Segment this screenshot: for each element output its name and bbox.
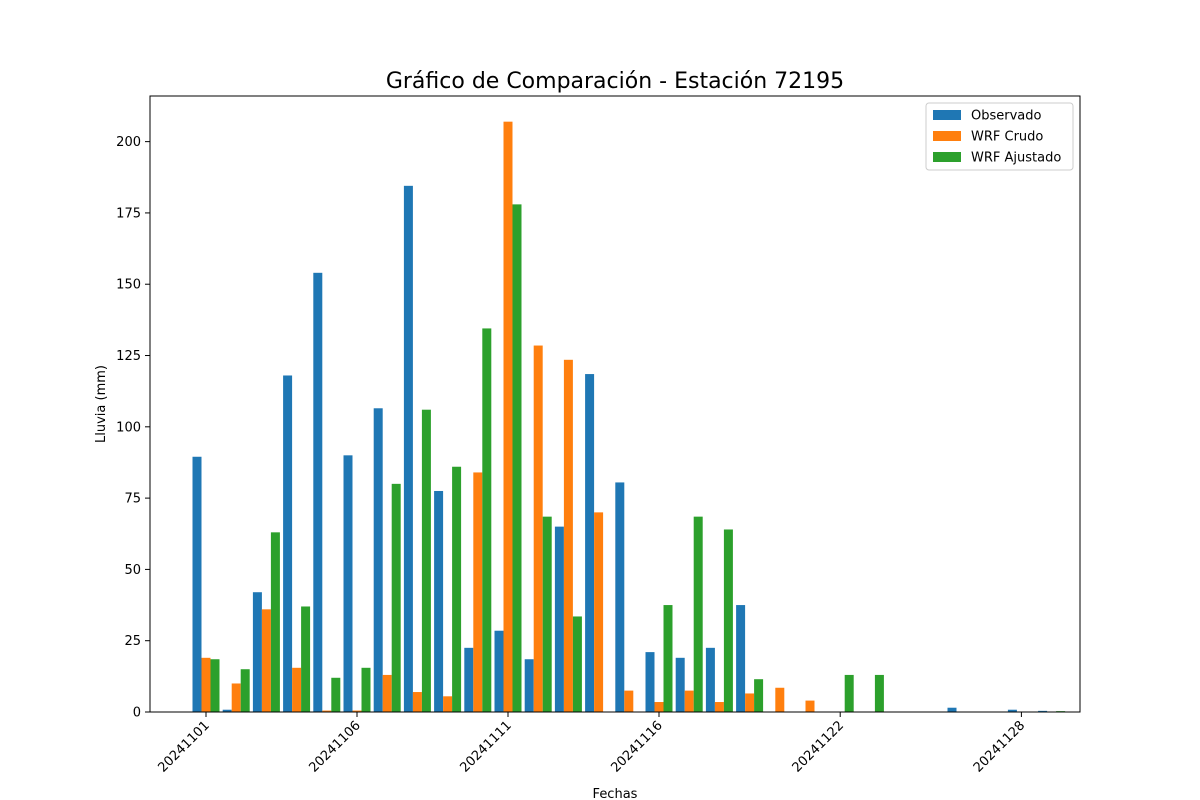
bar-wrf-crudo-20241104	[292, 667, 302, 712]
bar-wrf-crudo-20241110	[473, 472, 483, 712]
bar-wrf-ajustado-20241117	[693, 516, 703, 712]
plot-frame	[149, 95, 1081, 713]
y-tick-label: 100	[116, 420, 141, 435]
bar-wrf-ajustado-20241122	[844, 674, 854, 712]
bar-wrf-crudo-20241114	[594, 512, 604, 712]
bar-observado-20241102	[222, 709, 232, 712]
bar-wrf-ajustado-20241101	[210, 659, 220, 712]
bar-wrf-crudo-20241106	[352, 710, 362, 712]
bar-wrf-ajustado-20241110	[482, 328, 492, 712]
bar-wrf-crudo-20241113	[563, 359, 573, 712]
bar-wrf-ajustado-20241112	[542, 516, 552, 712]
bar-wrf-ajustado-20241107	[391, 483, 401, 712]
y-axis: 0 25 50 75 100 125 150 175 200	[116, 135, 150, 721]
bar-observado-20241126	[947, 707, 957, 712]
bar-wrf-crudo-20241103	[261, 609, 271, 712]
bar-observado-20241109	[434, 490, 444, 712]
bar-wrf-ajustado-20241103	[270, 532, 280, 712]
bar-wrf-crudo-20241112	[533, 345, 543, 712]
legend-label: WRF Crudo	[971, 130, 1043, 145]
bar-observado-20241106	[343, 455, 353, 712]
bar-wrf-crudo-20241105	[322, 710, 332, 712]
chart-title: Gráfico de Comparación - Estación 72195	[386, 69, 844, 94]
bar-wrf-ajustado-20241105	[331, 677, 341, 712]
y-tick-label: 125	[116, 349, 141, 364]
bar-wrf-ajustado-20241106	[361, 667, 371, 712]
x-tick-label: 20241128	[971, 718, 1028, 775]
bar-observado-20241108	[403, 185, 413, 712]
legend-swatch	[933, 131, 961, 141]
legend-swatch	[933, 152, 961, 162]
x-tick-label: 20241116	[608, 718, 665, 775]
bar-wrf-ajustado-20241108	[421, 409, 431, 712]
bar-observado-20241113	[554, 526, 564, 712]
bar-wrf-ajustado-20241104	[301, 606, 311, 712]
bar-observado-20241115	[615, 482, 625, 712]
bar-observado-20241129	[1038, 710, 1048, 712]
legend-label: WRF Ajustado	[971, 151, 1061, 166]
bar-wrf-ajustado-20241123	[874, 674, 884, 712]
y-tick-label: 200	[116, 135, 141, 150]
bar-wrf-ajustado-20241109	[452, 466, 462, 712]
bar-observado-20241114	[585, 374, 595, 712]
bar-observado-20241118	[705, 647, 715, 712]
bar-observado-20241107	[373, 408, 383, 712]
y-tick-label: 50	[124, 563, 141, 578]
y-tick-label: 0	[133, 706, 141, 721]
bar-observado-20241116	[645, 652, 655, 712]
legend: Observado WRF Crudo WRF Ajustado	[925, 102, 1074, 171]
x-axis-label: Fechas	[593, 787, 638, 800]
bar-wrf-crudo-20241111	[503, 121, 513, 713]
legend-box	[925, 102, 1074, 171]
bar-wrf-ajustado-20241119	[754, 679, 764, 712]
bar-wrf-crudo-20241109	[443, 696, 453, 712]
y-tick-label: 175	[116, 206, 141, 221]
y-axis-label: Lluvia (mm)	[94, 365, 109, 443]
x-tick-label: 20241101	[155, 718, 212, 775]
bar-wrf-crudo-20241117	[684, 690, 694, 712]
y-tick-label: 150	[116, 278, 141, 293]
bar-wrf-crudo-20241102	[231, 683, 241, 712]
legend-label: Observado	[971, 109, 1042, 124]
bar-wrf-ajustado-20241118	[723, 529, 733, 712]
bar-wrf-ajustado-20241102	[240, 669, 250, 712]
bar-wrf-crudo-20241108	[412, 692, 422, 712]
bar-wrf-crudo-20241107	[382, 674, 392, 712]
bar-wrf-ajustado-20241113	[572, 616, 582, 712]
bar-wrf-ajustado-20241111	[512, 204, 522, 712]
bar-observado-20241119	[736, 605, 746, 712]
bar-wrf-ajustado-20241116	[663, 605, 673, 712]
bar-wrf-crudo-20241120	[775, 687, 785, 712]
x-axis: 20241101 20241106 20241111 20241116 20241122…	[155, 712, 1028, 776]
bar-wrf-crudo-20241115	[624, 690, 634, 712]
bar-wrf-crudo-20241101	[201, 657, 211, 712]
bars-group	[192, 121, 1066, 713]
legend-swatch	[933, 110, 961, 120]
bar-observado-20241104	[283, 375, 293, 712]
bar-observado-20241105	[313, 272, 323, 712]
bar-wrf-crudo-20241119	[745, 693, 755, 712]
bar-observado-20241112	[524, 659, 534, 712]
x-tick-label: 20241106	[306, 718, 363, 775]
x-tick-label: 20241111	[457, 718, 514, 775]
bar-observado-20241103	[252, 592, 262, 712]
bar-observado-20241101	[192, 456, 202, 712]
bar-observado-20241128	[1007, 709, 1017, 712]
bar-observado-20241111	[494, 630, 504, 712]
bar-wrf-crudo-20241121	[805, 700, 815, 712]
y-tick-label: 75	[124, 492, 141, 507]
bar-wrf-crudo-20241118	[714, 702, 724, 712]
bar-observado-20241117	[675, 657, 685, 712]
y-tick-label: 25	[124, 634, 141, 649]
bar-wrf-crudo-20241116	[654, 702, 664, 712]
x-tick-label: 20241122	[790, 718, 847, 775]
bar-observado-20241110	[464, 647, 474, 712]
